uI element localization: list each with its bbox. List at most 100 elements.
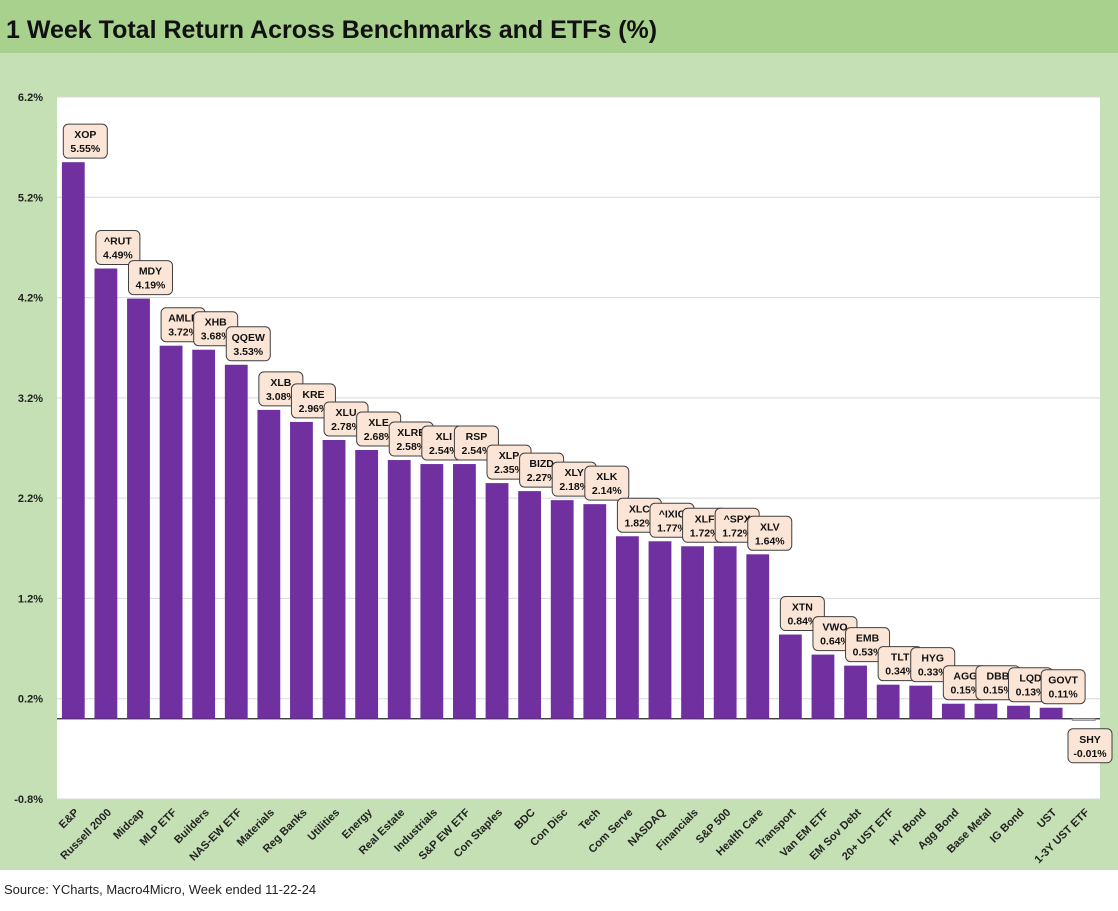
data-label-box bbox=[1040, 669, 1086, 705]
y-tick-label: 3.2% bbox=[18, 393, 43, 405]
data-label-ticker: HYG bbox=[921, 653, 944, 665]
data-label-value: 3.08% bbox=[266, 391, 296, 403]
data-label-value: 0.84% bbox=[787, 616, 817, 628]
source-note: Source: YCharts, Macro4Micro, Week ended… bbox=[4, 882, 317, 897]
bar bbox=[1071, 718, 1096, 721]
data-label-ticker: XLV bbox=[760, 521, 780, 533]
bar bbox=[420, 464, 444, 719]
data-label-ticker: VWO bbox=[822, 622, 847, 634]
x-tick-label: Tech bbox=[577, 806, 603, 832]
bar bbox=[583, 504, 607, 719]
data-label-value: 2.18% bbox=[559, 481, 589, 493]
bar bbox=[453, 464, 476, 719]
data-label-ticker: ^RUT bbox=[104, 235, 132, 247]
data-label-value: 0.13% bbox=[1016, 687, 1046, 699]
bar bbox=[713, 546, 737, 719]
data-label-ticker: QQEW bbox=[232, 332, 265, 344]
data-label-value: 2.35% bbox=[494, 464, 524, 476]
y-tick-label: -0.8% bbox=[14, 794, 43, 806]
data-label-ticker: XLC bbox=[629, 503, 650, 515]
data-label-value: 0.33% bbox=[918, 667, 948, 679]
data-label-ticker: MDY bbox=[139, 266, 162, 278]
bar bbox=[127, 298, 150, 719]
data-label-value: 0.11% bbox=[1049, 689, 1079, 701]
bar bbox=[941, 703, 965, 719]
data-label-ticker: XLU bbox=[336, 407, 357, 419]
data-label-value: 5.55% bbox=[70, 143, 100, 155]
chart-title: 1 Week Total Return Across Benchmarks an… bbox=[6, 16, 658, 44]
bar bbox=[811, 654, 835, 719]
x-tick-label: UST bbox=[1035, 806, 1059, 830]
data-label-ticker: RSP bbox=[466, 431, 488, 443]
x-tick-label: BDC bbox=[512, 807, 537, 832]
data-label-box bbox=[127, 260, 173, 296]
bar bbox=[909, 685, 933, 719]
bar bbox=[844, 665, 867, 719]
data-label-ticker: XLI bbox=[436, 431, 452, 443]
bar bbox=[615, 536, 639, 719]
data-label-ticker: ^IXIC bbox=[659, 508, 686, 520]
bar bbox=[485, 483, 509, 719]
data-label-value: 2.78% bbox=[331, 421, 361, 433]
data-label-ticker: ^SPX bbox=[724, 513, 751, 525]
data-label-ticker: XLE bbox=[368, 417, 388, 429]
data-label-ticker: XHB bbox=[205, 317, 228, 329]
data-label-value: -0.01% bbox=[1073, 748, 1107, 760]
y-tick-label: 5.2% bbox=[18, 192, 43, 204]
data-label-ticker: EMB bbox=[856, 633, 880, 645]
data-label-box bbox=[747, 515, 793, 551]
data-label-value: 0.34% bbox=[885, 666, 915, 678]
bar bbox=[876, 684, 900, 719]
y-tick-label: 6.2% bbox=[18, 92, 43, 104]
data-label-value: 0.53% bbox=[853, 647, 883, 659]
data-label-ticker: AMLP bbox=[168, 313, 198, 325]
data-label-value: 1.77% bbox=[657, 522, 687, 534]
data-label-ticker: XLRE bbox=[397, 427, 425, 439]
data-label-ticker: XLY bbox=[564, 467, 583, 479]
data-label-ticker: TLT bbox=[891, 652, 910, 664]
data-label-ticker: XLB bbox=[270, 377, 291, 389]
bar bbox=[1007, 705, 1030, 719]
data-label-value: 0.64% bbox=[820, 636, 850, 648]
y-tick-label: 0.2% bbox=[18, 694, 43, 706]
data-label-value: 1.72% bbox=[690, 527, 720, 539]
data-label-box bbox=[584, 465, 630, 501]
data-label-box bbox=[1067, 728, 1113, 764]
data-label-value: 4.49% bbox=[103, 249, 133, 261]
data-label-value: 1.82% bbox=[625, 517, 655, 529]
data-label-ticker: GOVT bbox=[1048, 675, 1078, 687]
data-label-ticker: XLK bbox=[596, 471, 617, 483]
data-label-value: 3.53% bbox=[233, 346, 263, 358]
x-tick-label: Utilities bbox=[306, 807, 343, 844]
data-label-value: 2.58% bbox=[396, 441, 426, 453]
bar bbox=[322, 439, 346, 719]
data-label-value: 3.72% bbox=[168, 327, 198, 339]
bar bbox=[257, 409, 281, 719]
title-bar bbox=[0, 0, 1118, 53]
data-label-ticker: DBB bbox=[987, 671, 1010, 683]
data-label-ticker: XLP bbox=[499, 450, 519, 462]
bar bbox=[1039, 707, 1063, 719]
data-label-value: 2.14% bbox=[592, 485, 622, 497]
bar bbox=[224, 364, 248, 719]
data-label-box bbox=[62, 123, 108, 159]
data-label-value: 2.27% bbox=[527, 472, 557, 484]
bar-chart: 6.2% 5.2% 4.2% 3.2% 2.2% 1.2% 0.2% -0.8% XOP 5.55… bbox=[14, 92, 1113, 866]
data-label-value: 4.19% bbox=[136, 280, 166, 292]
bar bbox=[648, 541, 672, 719]
x-tick-label: IG Bond bbox=[988, 807, 1027, 846]
data-label-value: 2.96% bbox=[299, 403, 329, 415]
data-label-ticker: LQD bbox=[1019, 673, 1042, 685]
data-label-ticker: SHY bbox=[1079, 734, 1101, 746]
data-label-ticker: BIZD bbox=[529, 458, 554, 470]
bar bbox=[290, 421, 313, 719]
data-label-ticker: AGG bbox=[953, 671, 977, 683]
data-label-value: 1.64% bbox=[755, 535, 785, 547]
data-label-value: 2.68% bbox=[364, 431, 394, 443]
bar bbox=[355, 450, 379, 719]
data-label-ticker: XLF bbox=[695, 513, 715, 525]
data-label-ticker: XTN bbox=[792, 602, 813, 614]
data-label-ticker: KRE bbox=[302, 389, 324, 401]
bar bbox=[681, 546, 704, 719]
bar bbox=[61, 162, 85, 719]
